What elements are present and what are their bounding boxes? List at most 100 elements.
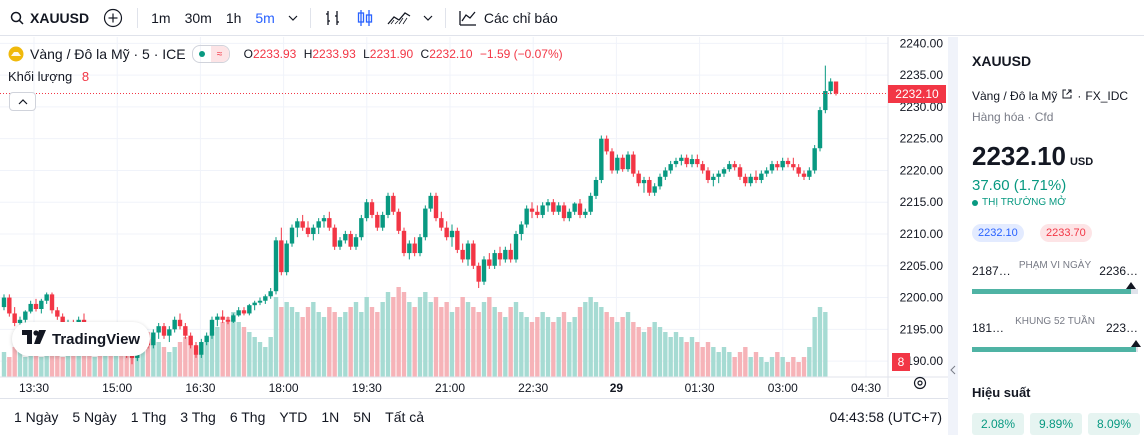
candle-body (657, 176, 663, 187)
candle-body (647, 179, 652, 193)
volume-bar (721, 347, 727, 377)
performance-1w[interactable]: 2.08% (972, 413, 1024, 435)
volume-bar (295, 312, 300, 377)
top-toolbar: XAUUSD 1m 30m 1h 5m (0, 0, 1144, 36)
legend-status-pill[interactable]: ≈ (191, 45, 230, 63)
range-1y[interactable]: 1N (321, 409, 340, 425)
candle-body (460, 249, 465, 260)
candle-body (417, 237, 423, 254)
interval-30m[interactable]: 30m (184, 9, 212, 26)
week52-range: 181… KHUNG 52 TUẦN 223… (972, 315, 1142, 355)
volume-bar (343, 312, 348, 377)
candle-body (471, 243, 476, 266)
volume-bar (519, 312, 524, 377)
volume-bar (785, 362, 791, 377)
candle-body (663, 170, 668, 177)
range-3m[interactable]: 3 Thg (180, 409, 216, 425)
volume-bar (593, 302, 599, 377)
price-axis-label: 2220.00 (900, 163, 944, 177)
range-5y[interactable]: 5N (353, 409, 372, 425)
interval-5m[interactable]: 5m (255, 9, 275, 26)
chart-title[interactable]: Vàng / Đô la Mỹ · 5 · ICE (30, 46, 186, 62)
details-change: 37.60 (1.71%) (972, 177, 1067, 194)
range-1d[interactable]: 1 Ngày (14, 409, 59, 425)
range-1m[interactable]: 1 Thg (130, 409, 167, 425)
volume-bar (401, 292, 407, 377)
candle-body (316, 221, 321, 228)
volume-bar (433, 297, 439, 377)
volume-bar (183, 337, 188, 377)
price-axis-label: 2190.00 (900, 354, 944, 368)
candle-body (375, 214, 380, 228)
details-name[interactable]: Vàng / Đô la Mỹ (972, 88, 1058, 103)
chart-pane[interactable]: 2240.00 2235.00 2230.00 2225.00 2220.00 2215.… (0, 37, 948, 397)
compare-button[interactable] (95, 0, 131, 36)
ohlc-values: O2233.93 H2233.93 L2231.90 C2232.10 −1.5… (243, 47, 563, 61)
indicators-button[interactable]: Các chỉ báo (452, 0, 564, 36)
candle-body (33, 303, 39, 309)
day-range-label: PHẠM VI NGÀY (1018, 260, 1092, 271)
candle-body (231, 315, 236, 322)
market-open-dot-icon (193, 46, 211, 62)
interval-1m[interactable]: 1m (151, 9, 171, 26)
time-axis-label: 03:00 (768, 381, 798, 395)
candle-body (321, 218, 327, 222)
day-range-marker-icon (1126, 282, 1137, 289)
chart-type-dropdown[interactable] (417, 0, 439, 36)
volume-bar (801, 357, 807, 377)
candle-body (711, 176, 716, 180)
area-chart-button[interactable] (381, 0, 417, 36)
performance-3m[interactable]: 8.09% (1088, 413, 1140, 435)
range-6m[interactable]: 6 Thg (229, 409, 266, 425)
candle-body (615, 157, 620, 171)
volume-bar (353, 302, 359, 377)
chart-settings-button[interactable] (912, 375, 928, 396)
interval-dropdown[interactable] (282, 0, 304, 36)
volume-bar (193, 347, 199, 377)
range-ytd[interactable]: YTD (279, 409, 308, 425)
price-chart[interactable]: 2240.00 2235.00 2230.00 2225.00 2220.00 2215.… (0, 37, 948, 397)
volume-bar (33, 347, 39, 377)
candle-body (668, 164, 673, 171)
timezone-clock[interactable]: 04:43:58 (UTC+7) (829, 409, 942, 425)
volume-bar (145, 332, 151, 377)
volume-bar (545, 317, 551, 377)
symbol-search-button[interactable]: XAUUSD (0, 0, 95, 36)
external-link-icon[interactable] (1061, 88, 1073, 103)
candle-body (487, 259, 492, 266)
volume-bar (273, 297, 279, 377)
range-5d[interactable]: 5 Ngày (72, 409, 117, 425)
last-volume-label: 8 (892, 353, 910, 371)
collapse-legend-button[interactable] (9, 92, 36, 111)
volume-label[interactable]: Khối lượng (8, 69, 73, 84)
volume-bar (609, 317, 615, 377)
panel-divider[interactable] (948, 37, 958, 435)
candle-body (780, 160, 785, 168)
candle-body (764, 170, 769, 174)
bar-chart-button[interactable] (317, 0, 349, 36)
candle-body (348, 234, 353, 247)
volume-bar (599, 307, 604, 377)
volume-bar (369, 307, 375, 377)
performance-1m[interactable]: 9.89% (1030, 413, 1082, 435)
day-range-fill (972, 289, 1132, 294)
range-all[interactable]: Tất cả (385, 409, 425, 425)
candle-chart-button[interactable] (349, 0, 381, 36)
change-value: −1.59 (−0.07%) (479, 47, 563, 61)
date-range-bar: 1 Ngày 5 Ngày 1 Thg 3 Thg 6 Thg YTD 1N 5… (0, 398, 948, 435)
candle-body (769, 164, 775, 171)
volume-bar (17, 352, 23, 377)
high-value: 2233.93 (312, 47, 356, 61)
volume-bar (551, 322, 556, 377)
interval-1h[interactable]: 1h (225, 9, 242, 26)
time-axis-label: 13:30 (19, 381, 49, 395)
candle-body (545, 202, 551, 206)
volume-bar (177, 342, 183, 377)
tradingview-logo[interactable]: TradingView (12, 322, 151, 356)
volume-bar (748, 357, 753, 377)
candle-body (561, 205, 567, 219)
ask-price: 2233.70 (1040, 224, 1092, 242)
search-icon (10, 11, 24, 25)
candle-body (305, 227, 311, 235)
candle-body (156, 326, 161, 333)
